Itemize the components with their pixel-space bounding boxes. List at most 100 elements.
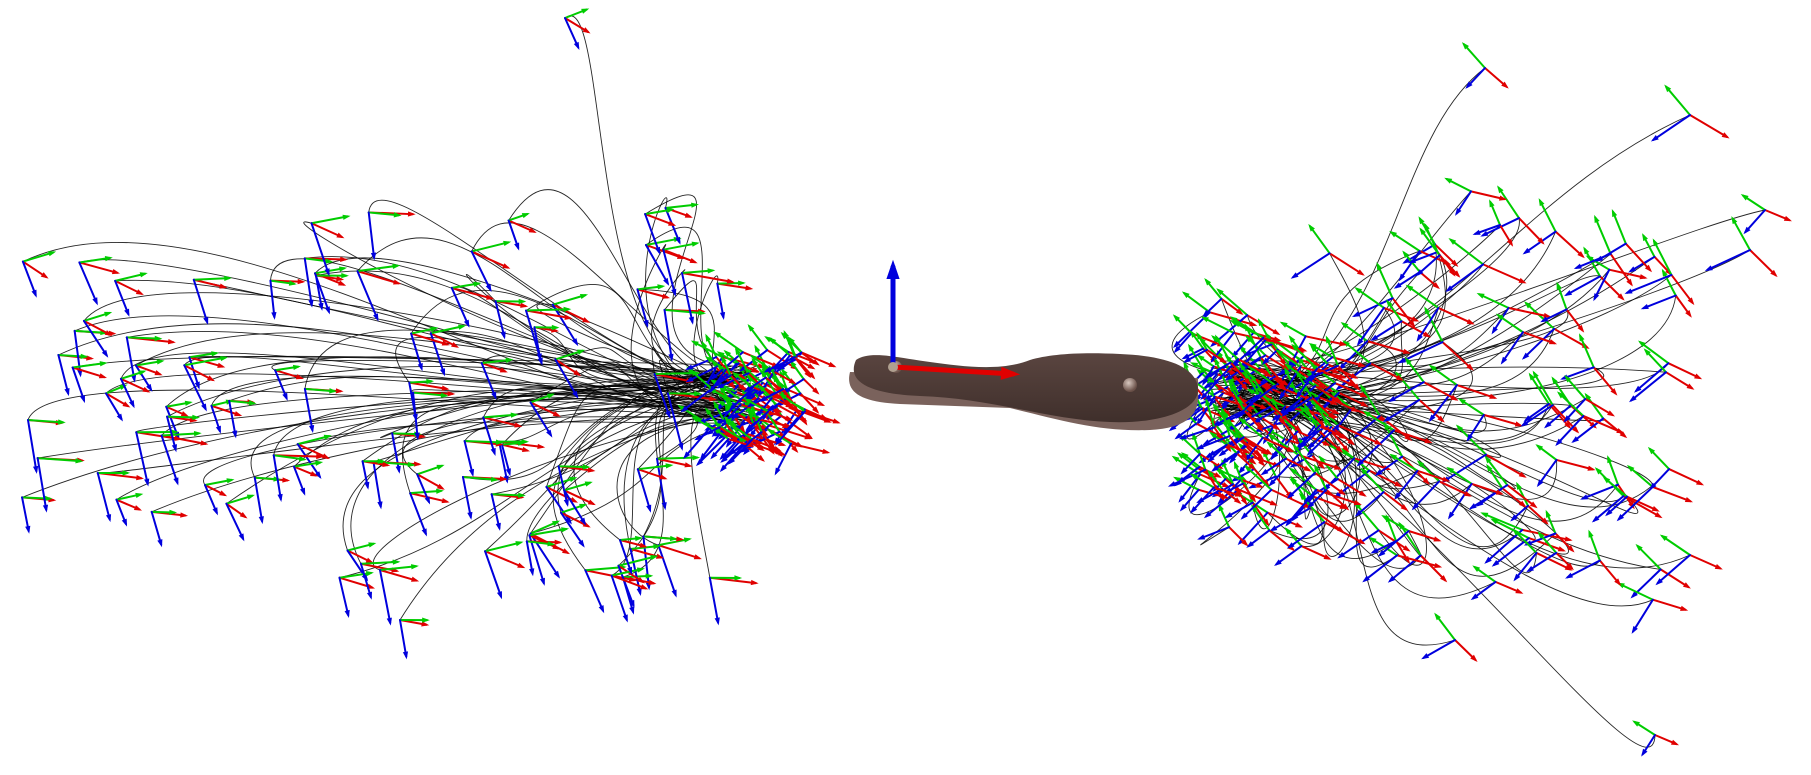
- trajectory-left-84: [83, 292, 722, 401]
- y-axis-icon: [461, 476, 497, 481]
- x-axis-icon-head: [418, 433, 427, 439]
- frame-left-8: [500, 440, 531, 477]
- y-axis-icon: [1497, 314, 1524, 334]
- z-axis-icon-head: [1605, 509, 1613, 517]
- frame-right-hub-65: [1306, 398, 1383, 456]
- z-axis-icon-head: [1209, 340, 1218, 348]
- z-axis-icon-head: [1202, 309, 1210, 317]
- x-axis-icon: [310, 222, 343, 239]
- z-axis-icon-head: [572, 390, 579, 399]
- x-axis-icon-head: [1567, 545, 1575, 553]
- x-axis-icon-head: [1783, 215, 1792, 222]
- y-axis-icon: [160, 432, 200, 437]
- z-axis-icon: [1412, 480, 1441, 510]
- y-axis-icon: [27, 419, 64, 424]
- origin-z-axis-icon-head: [886, 259, 900, 279]
- x-axis-icon: [484, 550, 524, 568]
- x-axis-icon-head: [808, 357, 818, 364]
- z-axis-icon: [484, 550, 503, 598]
- y-axis-icon-head: [1275, 349, 1284, 356]
- y-axis-icon-head: [1446, 466, 1455, 474]
- y-axis-icon-head: [1594, 467, 1603, 475]
- x-axis-icon-head: [451, 341, 460, 348]
- x-axis-icon: [584, 569, 635, 582]
- z-axis-icon: [507, 219, 520, 249]
- z-axis-icon-head: [308, 424, 315, 434]
- z-axis-icon: [1581, 483, 1619, 500]
- y-axis-icon: [1639, 341, 1670, 365]
- y-axis-icon-head: [518, 298, 527, 305]
- y-axis-icon: [272, 454, 305, 461]
- z-axis-icon: [619, 539, 633, 574]
- x-axis-icon-head: [1294, 425, 1302, 433]
- y-axis-icon: [663, 308, 705, 315]
- z-axis-icon-head: [1500, 356, 1508, 365]
- z-axis-icon-head: [1237, 466, 1246, 475]
- x-axis-icon-head: [832, 418, 841, 424]
- y-axis-icon-head: [694, 391, 702, 397]
- insole-object[interactable]: [849, 353, 1199, 431]
- z-axis-icon: [1630, 371, 1667, 402]
- y-axis-icon: [1430, 365, 1458, 387]
- x-axis-icon: [1670, 273, 1694, 304]
- y-axis-icon: [367, 211, 400, 217]
- x-axis-icon-head: [1422, 477, 1430, 486]
- x-axis-icon-head: [1541, 517, 1549, 525]
- y-axis-icon-head: [653, 543, 662, 550]
- y-axis-icon-head: [1537, 531, 1545, 539]
- frame-left-90: [461, 476, 508, 520]
- z-axis-icon: [584, 569, 605, 612]
- trajectory-left-98: [399, 401, 754, 621]
- y-axis-icon-head: [665, 463, 674, 469]
- z-axis-icon-head: [727, 457, 736, 465]
- frame-right-101: [1650, 84, 1730, 142]
- z-axis-icon-head: [1520, 420, 1529, 427]
- x-axis-icon-head: [393, 279, 402, 285]
- x-axis-icon: [800, 351, 835, 368]
- z-axis-icon-head: [1356, 338, 1364, 347]
- y-axis-icon-head: [1632, 720, 1641, 727]
- z-axis-icon-head: [1211, 465, 1219, 472]
- frame-right-hub-83: [1203, 334, 1252, 386]
- y-axis-icon-head: [701, 340, 708, 349]
- z-axis-icon-head: [1526, 565, 1535, 573]
- y-axis-icon-head: [1238, 417, 1247, 425]
- y-axis-icon-head: [377, 458, 386, 464]
- z-axis-icon-head: [1307, 442, 1315, 450]
- x-axis-icon-head: [217, 362, 226, 368]
- z-axis-icon: [1296, 424, 1322, 449]
- z-axis-icon: [1338, 529, 1380, 558]
- z-axis-icon: [1306, 356, 1334, 377]
- y-axis-icon-head: [1340, 448, 1349, 455]
- z-axis-icon: [1292, 252, 1331, 279]
- z-axis-icon-head: [622, 614, 628, 623]
- x-axis-icon-head: [1241, 539, 1249, 547]
- y-axis-icon: [379, 565, 418, 571]
- x-axis-icon-head: [693, 554, 702, 560]
- x-axis-icon-head: [1264, 448, 1273, 456]
- x-axis-icon: [1331, 356, 1365, 367]
- x-axis-icon-head: [1318, 382, 1326, 390]
- x-axis-icon: [1418, 398, 1444, 422]
- x-axis-icon-head: [1463, 490, 1472, 497]
- frame-left-71: [78, 256, 121, 306]
- x-axis-icon: [1310, 396, 1335, 419]
- frame-left-hub-54: [713, 422, 787, 473]
- y-axis-icon: [557, 465, 589, 469]
- z-axis-icon-head: [629, 606, 635, 615]
- y-axis-icon: [78, 256, 111, 264]
- frame-right-98: [1535, 444, 1596, 488]
- z-axis-icon-head: [1203, 511, 1212, 519]
- x-axis-icon-head: [537, 443, 546, 450]
- z-axis-icon: [1263, 405, 1286, 443]
- y-axis-icon-head: [723, 349, 732, 357]
- z-axis-icon-head: [1183, 356, 1192, 363]
- z-axis-icon: [1399, 250, 1421, 281]
- z-axis-icon: [314, 274, 323, 309]
- x-axis-icon: [410, 332, 449, 346]
- z-axis-icon: [528, 534, 545, 585]
- z-axis-icon-head: [1281, 409, 1290, 417]
- z-axis-icon: [379, 569, 392, 624]
- x-axis-icon: [1422, 381, 1457, 401]
